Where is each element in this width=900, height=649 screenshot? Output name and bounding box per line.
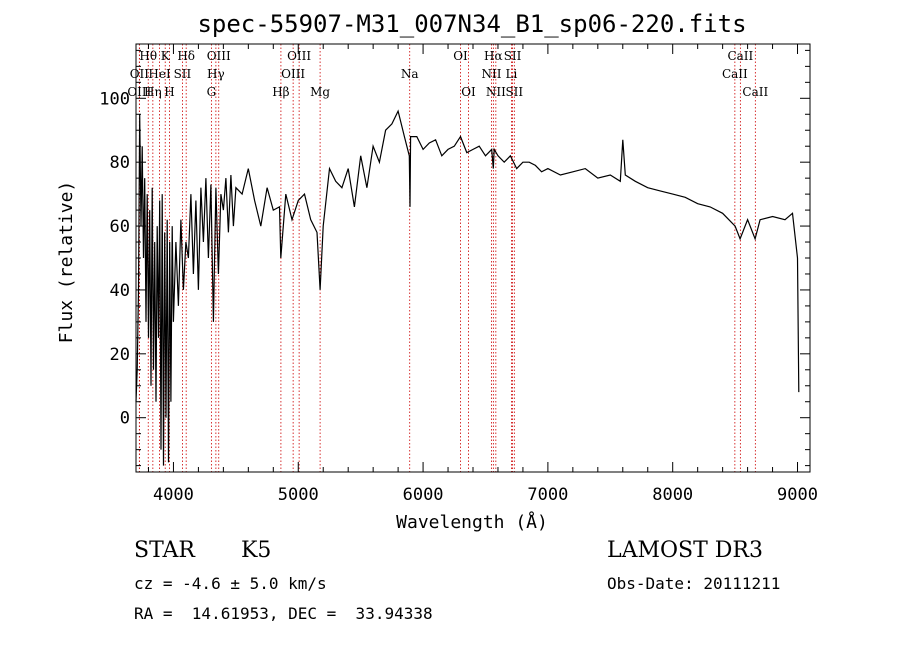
- spectral-line-label: Mg: [310, 85, 330, 99]
- spectral-line-label: SII: [174, 67, 192, 81]
- survey-name: LAMOST DR3: [607, 538, 763, 563]
- x-tick-label: 8000: [652, 485, 693, 505]
- spectral-line-label: K: [161, 49, 171, 63]
- spectral-line-label: OIII: [207, 49, 231, 63]
- spectral-line-label: H: [164, 85, 174, 99]
- spectral-line-label: Hδ: [177, 49, 195, 63]
- spectral-line-label: OIII: [281, 67, 305, 81]
- spectral-line-label: Li: [506, 67, 518, 81]
- spectrum-line: [135, 109, 800, 466]
- y-tick-label: 80: [110, 153, 130, 173]
- spectral-line-label: NII: [486, 85, 506, 99]
- plot-frame: [135, 43, 811, 473]
- spectrum-chart: spec-55907-M31_007N34_B1_sp06-220.fits H…: [56, 10, 818, 533]
- spectral-line-label: NII: [481, 67, 501, 81]
- x-tick-label: 4000: [153, 485, 194, 505]
- redshift-cz: cz = -4.6 ± 5.0 km/s: [134, 574, 327, 593]
- spectral-line-label: OI: [453, 49, 468, 63]
- spectral-line-label: OIII: [287, 49, 311, 63]
- spectral-line-label: Hγ: [207, 67, 225, 81]
- spectral-line-label: OIII: [127, 85, 151, 99]
- ra-dec: RA = 14.61953, DEC = 33.94338: [134, 604, 433, 623]
- spectral-line-label: Hβ: [272, 85, 289, 99]
- spectral-line-label: Hθ: [139, 49, 157, 63]
- x-axis-label: Wavelength (Å): [396, 511, 548, 533]
- x-tick-label: 7000: [527, 485, 568, 505]
- spectral-line-label: HeI: [148, 67, 171, 81]
- spectral-line-label: SII: [505, 85, 523, 99]
- y-tick-label: 0: [120, 409, 130, 429]
- y-tick-label: 100: [99, 89, 130, 109]
- spectral-line-label: OI: [461, 85, 476, 99]
- spectral-line-label: CaII: [727, 49, 753, 63]
- spectral-line-label: Hη: [144, 85, 162, 99]
- spectral-line-label: SII: [504, 49, 522, 63]
- spectral-line-label: CaII: [722, 67, 748, 81]
- spectral-line-label: CaII: [742, 85, 768, 99]
- y-axis-ticks: 0 20 40 60 80 100: [99, 49, 810, 467]
- x-tick-label: 9000: [777, 485, 818, 505]
- spectral-line-label: OII: [130, 67, 150, 81]
- y-tick-label: 20: [110, 345, 130, 365]
- x-tick-label: 5000: [278, 485, 319, 505]
- observation-date: Obs-Date: 20111211: [607, 574, 781, 593]
- spectral-line-label: Hα: [484, 49, 503, 63]
- spectral-line-label: Na: [401, 67, 419, 81]
- spectral-line-label: G: [207, 85, 217, 99]
- object-subclass: K5: [241, 538, 272, 563]
- y-tick-label: 40: [110, 281, 130, 301]
- spectral-lines: [138, 44, 756, 472]
- object-class: STAR: [134, 538, 195, 563]
- x-axis-ticks: 4000 5000 6000 7000 8000 9000: [147, 44, 818, 505]
- y-axis-label: Flux (relative): [56, 181, 77, 344]
- chart-title: spec-55907-M31_007N34_B1_sp06-220.fits: [197, 10, 746, 38]
- y-tick-label: 60: [110, 217, 130, 237]
- x-tick-label: 6000: [403, 485, 444, 505]
